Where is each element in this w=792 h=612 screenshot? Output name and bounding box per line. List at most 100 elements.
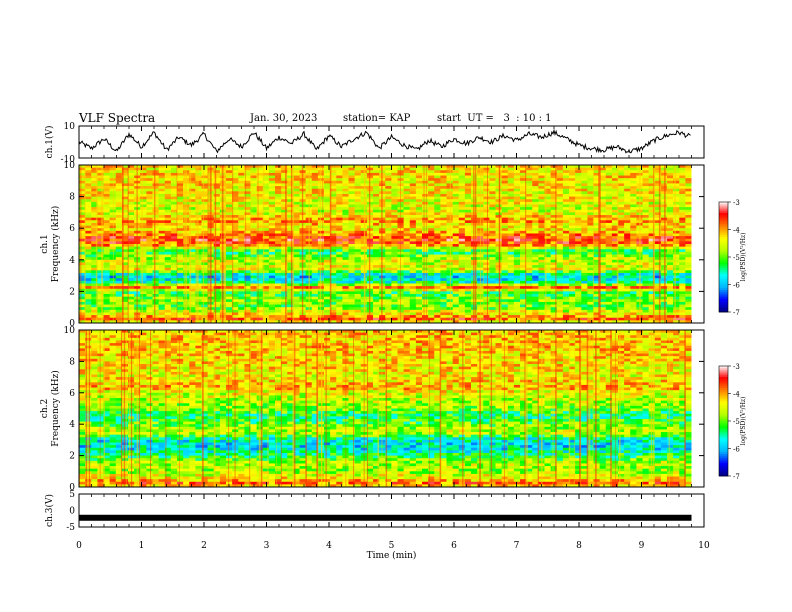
spectrogram-cell	[287, 193, 294, 197]
spectrogram-cell	[268, 246, 276, 250]
spectrogram-cell	[562, 172, 570, 176]
spectrogram-cell	[409, 183, 417, 187]
spectrogram-cell	[452, 288, 460, 292]
spectrogram-cell	[556, 236, 564, 240]
spectrogram-cell	[226, 259, 233, 263]
spectrogram-cell	[348, 262, 356, 266]
spectrogram-cell	[434, 172, 441, 176]
spectrogram-cell	[115, 207, 123, 211]
spectrogram-cell	[226, 191, 233, 195]
spectrogram-cell	[103, 186, 111, 190]
spectrogram-cell	[226, 222, 233, 226]
spectrogram-cell	[562, 175, 570, 179]
spectrogram-cell	[140, 283, 147, 287]
spectrogram-cell	[581, 191, 588, 195]
spectrogram-cell	[452, 257, 460, 261]
spectrogram-cell	[679, 254, 686, 258]
spectrogram-cell	[685, 215, 692, 219]
spectrogram-cell	[587, 262, 594, 266]
spectrogram-cell	[526, 172, 533, 176]
spectrogram-cell	[287, 230, 294, 234]
spectrogram-cell	[605, 246, 613, 250]
spectrogram-cell	[330, 170, 337, 174]
spectrogram-cell	[422, 196, 429, 200]
spectrogram-cell	[146, 249, 153, 253]
spectrogram-cell	[85, 196, 92, 200]
spectrogram-cell	[244, 286, 251, 290]
spectrogram-cell	[158, 222, 166, 226]
spectrogram-cell	[177, 165, 184, 169]
spectrogram-cell	[446, 246, 454, 250]
spectrogram-cell	[293, 257, 300, 261]
spectrogram-cell	[189, 215, 196, 219]
spectrogram-cell	[624, 217, 631, 221]
spectrogram-cell	[201, 233, 209, 237]
spectrogram-cell	[428, 275, 435, 279]
spectrogram-cell	[520, 193, 527, 197]
spectrogram-cell	[679, 288, 686, 292]
spectrogram-cell	[324, 167, 331, 171]
spectrogram-cell	[232, 167, 239, 171]
spectrogram-cell	[330, 270, 337, 274]
spectrogram-cell	[293, 183, 300, 187]
spectrogram-cell	[342, 283, 349, 287]
spectrogram-cell	[97, 170, 104, 174]
spectrogram-cell	[489, 275, 496, 279]
spectrogram-cell	[330, 238, 337, 242]
spectrogram-cell	[244, 265, 251, 269]
spectrogram-cell	[324, 222, 331, 226]
spectrogram-cell	[232, 172, 239, 176]
spectrogram-cell	[507, 267, 515, 271]
spectrogram-cell	[520, 278, 527, 282]
spectrogram-cell	[685, 228, 692, 232]
spectrogram-cell	[164, 228, 172, 232]
spectrogram-cell	[520, 275, 527, 279]
spectrogram-cell	[391, 286, 398, 290]
spectrogram-cell	[293, 188, 300, 192]
spectrogram-cell	[440, 288, 447, 292]
spectrogram-cell	[115, 251, 123, 255]
spectrogram-cell	[109, 188, 117, 192]
spectrogram-cell	[213, 215, 221, 219]
spectrogram-cell	[158, 267, 166, 271]
spectrogram-cell	[121, 254, 129, 258]
spectrogram-cell	[569, 215, 576, 219]
spectrogram-cell	[624, 204, 631, 208]
spectrogram-cell	[164, 167, 172, 171]
spectrogram-cell	[268, 272, 276, 276]
spectrogram-cell	[287, 207, 294, 211]
spectrogram-cell	[336, 215, 343, 219]
spectrogram-cell	[526, 254, 533, 258]
spectrogram-cell	[79, 222, 86, 226]
spectrogram-cell	[403, 207, 411, 211]
spectrogram-cell	[605, 278, 613, 282]
spectrogram-cell	[556, 170, 564, 174]
spectrogram-cell	[170, 222, 178, 226]
spectrogram-cell	[275, 236, 282, 240]
spectrogram-cell	[422, 225, 429, 229]
spectrogram-cell	[483, 207, 490, 211]
spectrogram-cell	[520, 183, 527, 187]
spectrogram-cell	[630, 228, 637, 232]
spectrogram-cell	[556, 172, 564, 176]
spectrogram-cell	[128, 257, 135, 261]
spectrogram-cell	[648, 178, 656, 182]
spectrogram-cell	[281, 217, 288, 221]
spectrogram-cell	[287, 217, 294, 221]
spectrogram-cell	[275, 233, 282, 237]
spectrogram-cell	[526, 193, 533, 197]
spectrogram-cell	[342, 193, 349, 197]
spectrogram-cell	[342, 236, 349, 240]
spectrogram-cell	[569, 270, 576, 274]
spectrogram-cell	[91, 262, 98, 266]
spectrogram-cell	[152, 249, 160, 253]
spectrogram-cell	[146, 220, 153, 224]
spectrogram-cell	[262, 201, 270, 205]
spectrogram-cell	[109, 170, 117, 174]
spectrogram-cell	[434, 186, 441, 190]
spectrogram-cell	[654, 175, 662, 179]
spectrogram-cell	[520, 257, 527, 261]
spectrogram-cell	[281, 246, 288, 250]
spectrogram-cell	[152, 272, 160, 276]
spectrogram-cell	[373, 254, 380, 258]
